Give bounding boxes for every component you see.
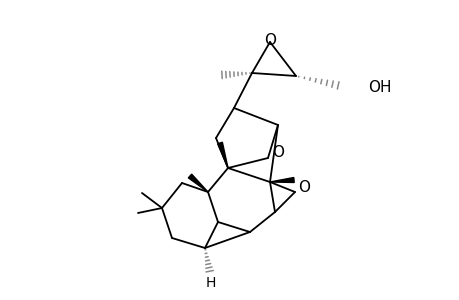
Text: O: O: [271, 145, 283, 160]
Text: O: O: [297, 181, 309, 196]
Text: H: H: [205, 276, 216, 290]
Text: OH: OH: [367, 80, 391, 94]
Polygon shape: [269, 178, 294, 182]
Text: O: O: [263, 32, 275, 47]
Polygon shape: [188, 174, 207, 192]
Polygon shape: [217, 142, 228, 168]
